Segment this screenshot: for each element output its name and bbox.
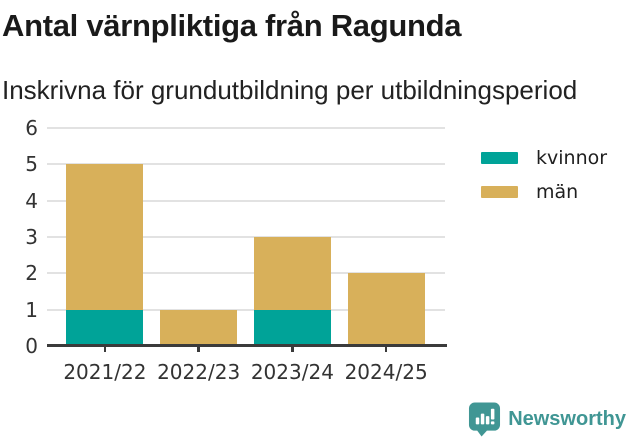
bar-segment	[253, 309, 331, 346]
bar-segment	[160, 309, 238, 346]
x-tick-mark	[291, 346, 294, 352]
brand-footer: Newsworthy	[468, 401, 626, 437]
legend-item-kvinnor: kvinnor	[481, 147, 607, 169]
y-tick-label: 1	[25, 297, 38, 322]
gridline	[47, 272, 445, 275]
x-tick-label: 2023/24	[250, 360, 334, 384]
gridline	[47, 308, 445, 311]
x-tick-mark	[197, 346, 200, 352]
y-tick-label: 4	[25, 188, 38, 213]
x-tick-label: 2022/23	[157, 360, 241, 384]
bar-segment	[347, 273, 425, 346]
bar-segment	[253, 237, 331, 310]
bar-segment	[66, 164, 144, 310]
x-tick-mark	[384, 346, 388, 352]
x-axis-line	[47, 344, 447, 347]
plot-area: 0 1 2 3 4 5 6 2021/22 2022/23 2023/24 2024/25	[25, 117, 447, 384]
y-tick-label: 2	[25, 261, 38, 286]
y-tick-label: 0	[25, 334, 38, 358]
x-tick-label: 2024/25	[344, 360, 428, 384]
y-tick-label: 5	[25, 152, 38, 177]
gridline	[47, 163, 445, 166]
gridline	[47, 199, 445, 202]
newsworthy-logo-icon	[469, 402, 501, 437]
y-tick-label: 6	[25, 116, 38, 140]
legend-swatch	[481, 186, 518, 198]
gridline	[47, 236, 445, 238]
legend-label: kvinnor	[536, 147, 608, 169]
gridline	[47, 127, 445, 129]
legend-swatch	[481, 152, 518, 164]
chart-subtitle: Inskrivna för grundutbildning per utbild…	[2, 75, 578, 105]
x-tick-label: 2021/22	[63, 360, 147, 384]
legend-item-m-n: män	[481, 181, 607, 203]
legend: kvinnor män	[481, 147, 607, 215]
brand-name: Newsworthy	[508, 407, 626, 430]
bar-segment	[66, 309, 144, 346]
x-tick-mark	[103, 346, 107, 352]
legend-label: män	[536, 181, 579, 203]
chart-title: Antal värnpliktiga från Ragunda	[2, 8, 462, 43]
y-tick-label: 3	[25, 225, 38, 249]
